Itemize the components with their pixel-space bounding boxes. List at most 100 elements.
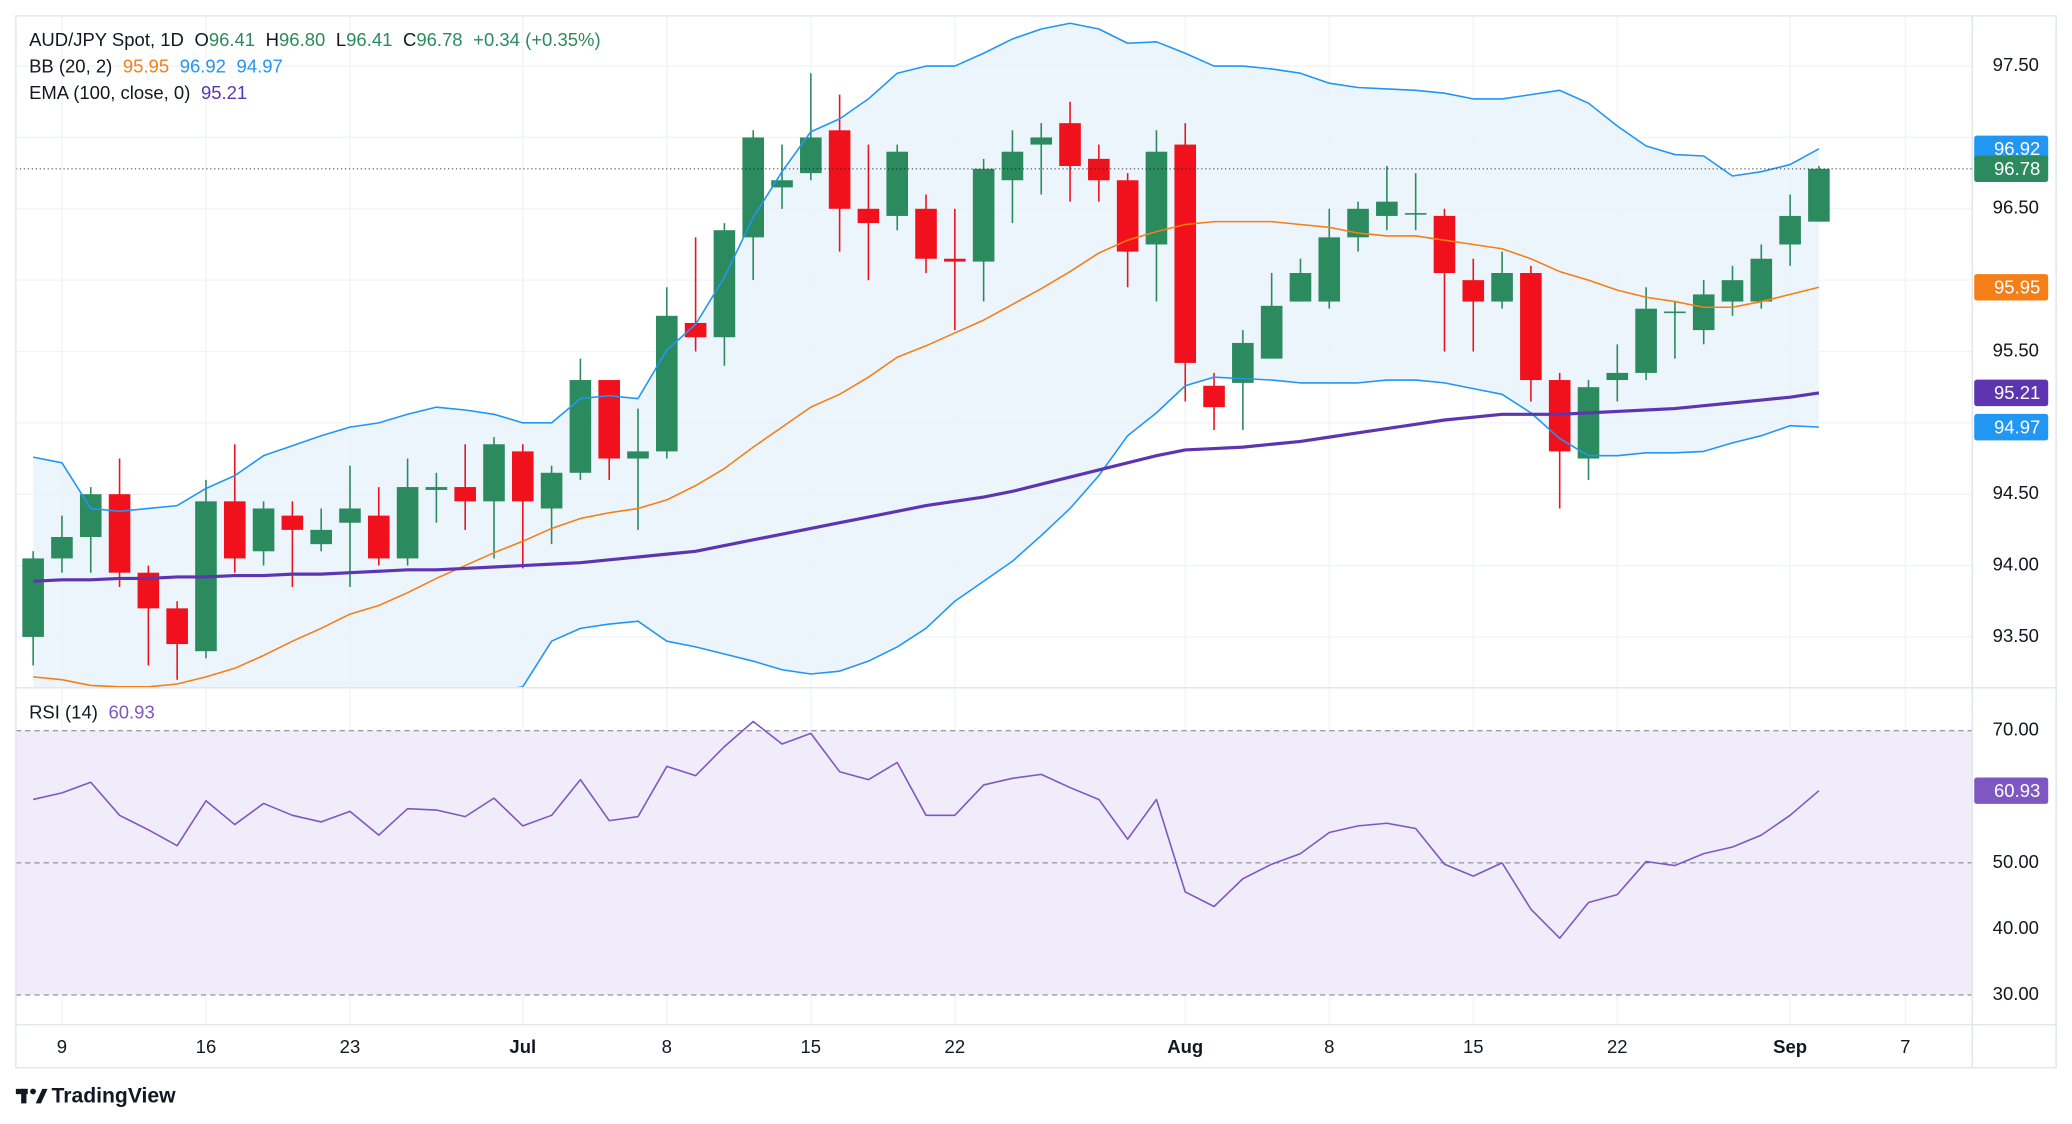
rsi-line: [32, 720, 1820, 940]
y-tick-label: 30.00: [1993, 983, 2039, 1004]
indicator-line: [33, 220, 1820, 688]
y-tick-label: 70.00: [1993, 719, 2039, 740]
rsi-band-fill: [15, 730, 1972, 996]
legend-item: L: [336, 29, 346, 50]
price-badge: [1974, 379, 2049, 407]
logo-mark: [30, 1088, 36, 1095]
price-badge-label: 96.78: [1994, 158, 2040, 179]
candle-body: [944, 258, 966, 262]
legend: BB (20, 2) 95.95 96.92 94.97: [29, 55, 283, 76]
legend-item: EMA (100, close, 0): [29, 82, 190, 103]
x-tick-label: 22: [1607, 1036, 1628, 1057]
logo-mark: [21, 1088, 27, 1104]
price-badge-label: 96.92: [1994, 138, 2040, 159]
legend-item: RSI (14): [29, 701, 98, 722]
x-tick-label: 8: [1324, 1036, 1334, 1057]
candle-body: [1059, 123, 1081, 166]
candle-body: [713, 230, 736, 338]
price-badge-label: 94.97: [1994, 416, 2040, 437]
legend-item: 96.92: [180, 55, 226, 76]
axis-layer: 9 16 23 Jul 8 15 22 Aug 8 15 22 Sep 7 93.50 94.00 94.50…: [57, 54, 2049, 1057]
price-badge-label: 95.95: [1994, 276, 2040, 297]
candle-body: [857, 208, 880, 224]
candle-body: [454, 487, 476, 502]
candle-body: [684, 322, 707, 338]
candle-body: [1030, 137, 1053, 145]
candle-body: [367, 515, 390, 559]
candle-body: [396, 487, 419, 559]
candle-body: [1606, 372, 1629, 381]
candle-body: [1404, 213, 1427, 215]
candle-body: [828, 130, 851, 209]
legend-item: 94.97: [237, 55, 283, 76]
legend: RSI (14) 60.93: [29, 701, 155, 722]
candle-body: [1779, 215, 1801, 245]
candle-body: [1433, 215, 1456, 274]
price-badge: [1974, 413, 2049, 441]
candle-body: [310, 529, 332, 545]
candle-body: [1232, 342, 1254, 383]
candle-body: [281, 515, 304, 530]
y-tick-label: 93.50: [1993, 625, 2039, 646]
price-badge: [1974, 155, 2049, 183]
candle-body: [1664, 311, 1686, 314]
candle-body: [1174, 144, 1197, 363]
candle-body: [915, 208, 937, 259]
price-badge-label: 60.93: [1994, 780, 2040, 801]
candle-body: [1318, 237, 1341, 302]
x-tick-label: 23: [340, 1036, 361, 1057]
x-tick-label: 8: [662, 1036, 672, 1057]
legend-item: 96.41: [209, 29, 255, 50]
x-tick-label: 22: [945, 1036, 966, 1057]
candle-body: [598, 380, 620, 459]
candle-body: [425, 487, 448, 490]
candle-body: [1203, 385, 1225, 408]
x-tick-label: 15: [801, 1036, 822, 1057]
x-tick-label: 7: [1900, 1036, 1910, 1057]
x-tick-label: 9: [57, 1036, 67, 1057]
legend-item: H: [266, 29, 279, 50]
logo-text: TradingView: [52, 1084, 177, 1107]
x-tick-label: Jul: [509, 1036, 536, 1057]
candle-body: [1116, 180, 1139, 252]
legend-item: BB (20, 2): [29, 55, 112, 76]
band-fill: [33, 23, 1819, 688]
legend-item: +0.34 (+0.35%): [473, 29, 600, 50]
candle-body: [51, 537, 73, 559]
candle-body: [771, 180, 793, 188]
candle-body: [252, 508, 275, 552]
y-tick-label: 95.50: [1993, 339, 2039, 360]
candle-body: [569, 380, 592, 473]
candle-body: [1692, 294, 1715, 331]
legend: EMA (100, close, 0) 95.21: [29, 82, 247, 103]
legend-item: C: [403, 29, 416, 50]
legend-item: AUD/JPY Spot, 1D: [29, 29, 184, 50]
legend-item: 96.80: [279, 29, 325, 50]
y-tick-label: 96.50: [1993, 197, 2039, 218]
x-tick-label: Aug: [1167, 1036, 1203, 1057]
x-tick-label: 16: [196, 1036, 217, 1057]
candle-body: [1376, 201, 1398, 216]
candle-body: [137, 572, 160, 609]
candle-body: [886, 151, 909, 216]
candle-body: [339, 508, 361, 523]
indicator-line: [515, 376, 1819, 688]
y-tick-label: 94.50: [1993, 482, 2039, 503]
legend: AUD/JPY Spot, 1D O96.41 H96.80 L96.41 C96.78…: [29, 29, 601, 50]
candle-body: [1260, 305, 1283, 359]
candle-body: [1635, 308, 1657, 373]
x-tick-label: Sep: [1773, 1036, 1807, 1057]
candle-body: [656, 315, 678, 452]
x-tick-label: 15: [1463, 1036, 1484, 1057]
candle-body: [1750, 258, 1773, 302]
price-badge: [1974, 274, 2049, 301]
candle-body: [1721, 280, 1744, 302]
price-badge: [1974, 777, 2049, 804]
candle-body: [800, 137, 822, 174]
legend-item: 96.78: [416, 29, 462, 50]
candle-body: [627, 451, 649, 459]
legend-item: 95.21: [201, 82, 247, 103]
candle-body: [1347, 208, 1369, 238]
